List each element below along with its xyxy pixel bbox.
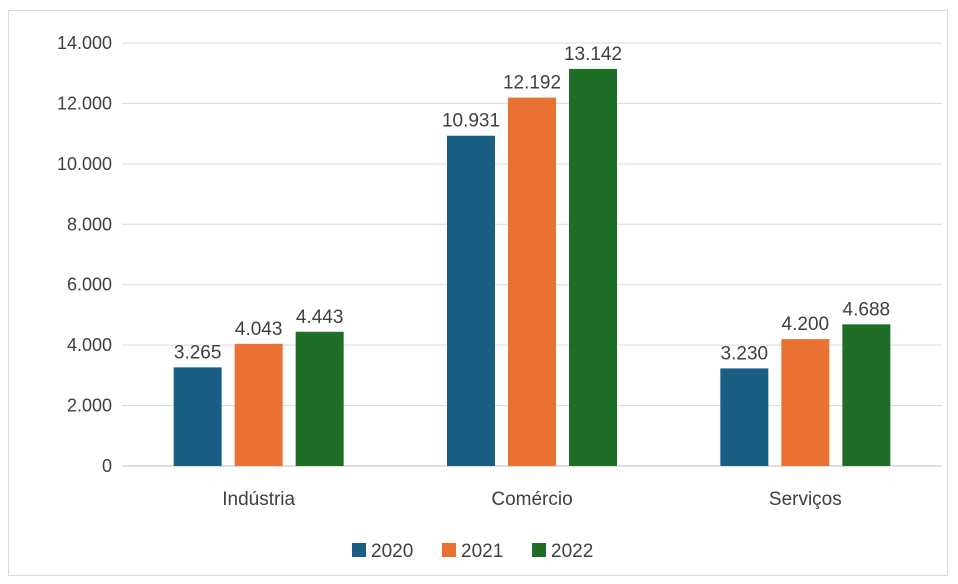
y-tick-label: 12.000 [57,93,112,113]
legend-label: 2020 [371,541,413,562]
data-label: 13.142 [564,44,622,65]
bar [234,343,283,466]
data-label: 3.230 [721,343,769,364]
data-label: 12.192 [503,73,561,94]
bar [781,339,830,466]
category-label: Comércio [491,489,572,510]
legend-swatch [532,543,546,557]
data-label: 4.200 [782,314,830,335]
bar [295,331,344,466]
data-label: 10.931 [442,111,500,132]
y-tick-label: 6.000 [67,275,112,295]
legend-swatch [352,543,366,557]
y-tick-label: 14.000 [57,33,112,53]
data-label: 3.265 [174,342,222,363]
legend-swatch [442,543,456,557]
data-label: 4.688 [843,299,891,320]
bar [508,97,556,466]
category-label: Indústria [222,489,295,510]
bar [447,135,495,466]
y-tick-label: 4.000 [67,335,112,355]
y-tick-label: 0 [102,456,112,476]
y-tick-label: 10.000 [57,154,112,174]
y-tick-label: 2.000 [67,396,112,416]
data-label: 4.443 [296,307,344,328]
bar [842,324,891,466]
data-label: 4.043 [235,319,283,340]
bar [569,68,617,466]
bar [720,368,769,466]
legend-label: 2021 [461,541,503,562]
category-label: Serviços [769,489,842,510]
bar [173,367,222,466]
y-tick-label: 8.000 [67,214,112,234]
legend-label: 2022 [551,541,593,562]
